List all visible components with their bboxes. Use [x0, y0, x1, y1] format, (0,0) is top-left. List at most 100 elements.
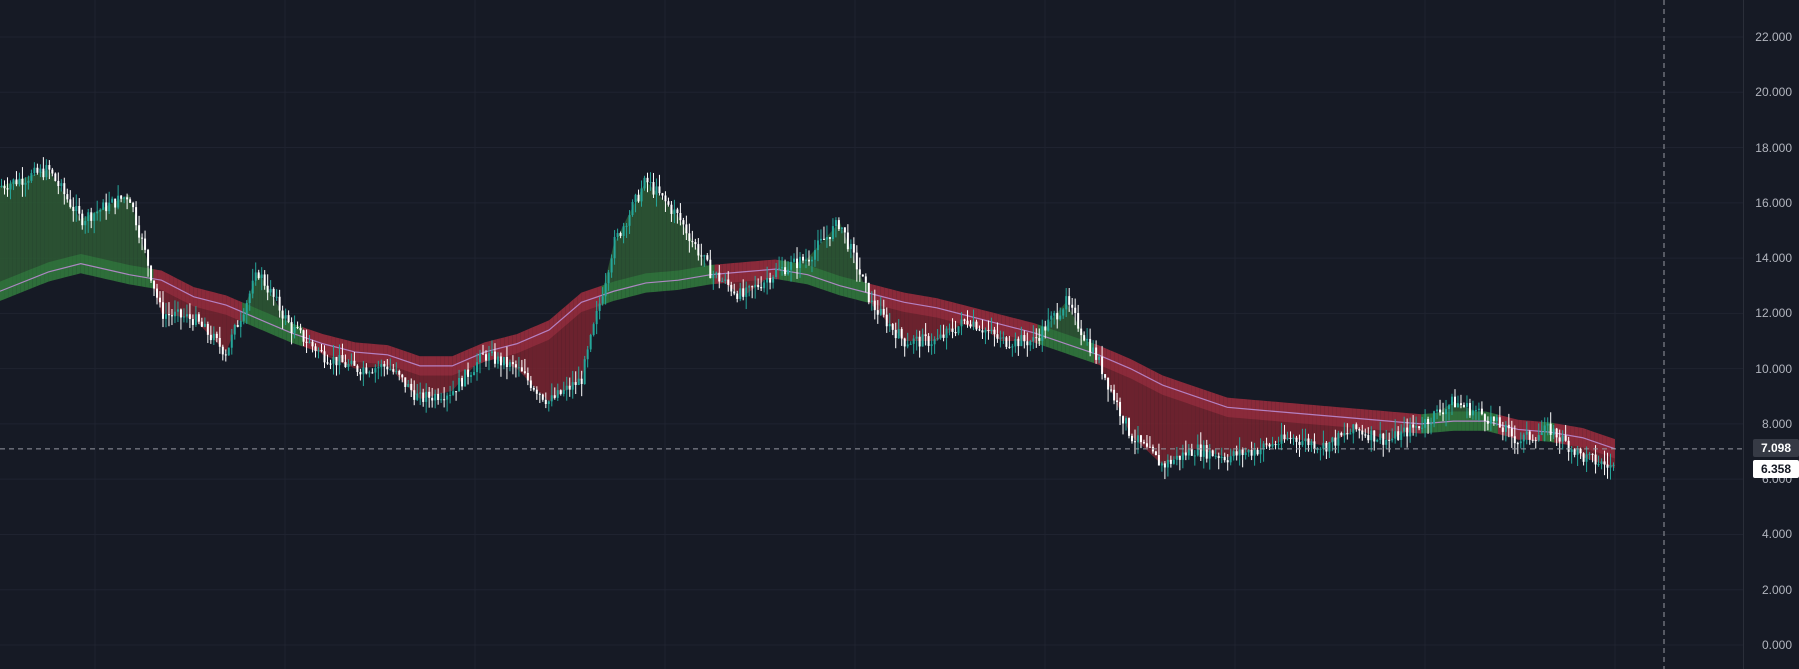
candle-body: [1525, 431, 1528, 435]
candle-body: [1017, 338, 1020, 347]
trend-fill-segment: [222, 304, 227, 353]
candle-body: [954, 331, 957, 334]
candle-body: [272, 288, 275, 297]
candle-body: [449, 394, 452, 396]
candle-body: [1274, 444, 1277, 446]
candle-body: [1489, 416, 1492, 424]
candle-body: [317, 350, 320, 352]
candle-body: [1531, 439, 1534, 441]
price-chart[interactable]: [0, 0, 1743, 669]
candle-body: [751, 286, 754, 288]
candle-body: [640, 188, 643, 202]
candle-body: [769, 277, 772, 283]
candle-body: [975, 321, 978, 330]
candle-body: [1035, 337, 1038, 339]
trend-fill-segment: [1219, 404, 1224, 457]
trend-fill-segment: [629, 204, 634, 288]
candle-body: [9, 183, 12, 190]
candle-body: [945, 328, 948, 338]
candle-body: [153, 280, 156, 289]
candle-body: [275, 296, 278, 298]
trend-fill-segment: [835, 222, 840, 286]
trend-fill-segment: [549, 326, 554, 402]
candle-body: [966, 320, 969, 325]
candle-body: [1136, 435, 1139, 443]
candle-body: [233, 325, 236, 335]
candle-body: [398, 370, 401, 375]
candle-body: [482, 353, 485, 355]
candle-body: [1394, 431, 1397, 439]
candle-body: [395, 370, 398, 372]
candle-body: [1196, 444, 1199, 456]
candle-body: [320, 350, 323, 352]
trend-fill-segment: [1247, 409, 1252, 452]
candle-body: [1277, 443, 1280, 446]
trend-fill-segment: [218, 303, 223, 348]
price-axis[interactable]: 22.000 20.000 18.000 16.000 14.000 12.000 10.0…: [1743, 0, 1799, 669]
trend-fill-segment: [1223, 405, 1228, 458]
candle-body: [885, 314, 888, 327]
candle-body: [332, 356, 335, 364]
candle-body: [386, 366, 389, 370]
price-tick-label: 18.000: [1755, 140, 1792, 155]
candle-body: [1543, 425, 1546, 432]
candle-body: [562, 389, 565, 395]
candle-body: [1029, 341, 1032, 346]
candle-body: [1217, 455, 1220, 459]
candle-body: [613, 236, 616, 259]
candle-body: [1561, 435, 1564, 442]
candle-body: [673, 209, 676, 214]
candle-body: [147, 249, 150, 266]
candle-body: [957, 326, 960, 334]
candle-body: [1346, 433, 1349, 435]
candle-body: [1041, 326, 1044, 341]
candle-body: [476, 362, 479, 373]
candle-body: [493, 351, 496, 364]
candle-body: [1513, 436, 1516, 444]
candle-body: [799, 256, 802, 269]
candle-body: [990, 329, 993, 331]
candle-body: [1130, 435, 1133, 442]
candle-body: [1331, 437, 1334, 443]
candle-body: [1418, 426, 1421, 429]
candle-body: [706, 255, 709, 260]
candle-body: [993, 329, 996, 335]
candle-body: [57, 180, 60, 187]
candle-body: [167, 314, 170, 316]
candle-body: [428, 391, 431, 398]
trend-fill-segment: [1150, 379, 1155, 458]
candle-body: [816, 240, 819, 251]
candle-body: [1415, 426, 1418, 428]
candle-body: [1232, 451, 1235, 457]
trend-fill-segment: [690, 237, 695, 279]
candle-body: [1244, 452, 1247, 456]
candle-body: [1337, 432, 1340, 446]
trend-fill-segment: [670, 207, 675, 281]
candle-body: [353, 360, 356, 366]
candle-body: [825, 237, 828, 240]
candle-body: [1148, 446, 1151, 448]
candle-body: [464, 369, 467, 387]
candle-body: [891, 324, 894, 330]
candle-body: [1256, 449, 1259, 455]
candle-body: [150, 265, 153, 281]
candle-body: [1436, 409, 1439, 412]
candle-body: [1199, 444, 1202, 457]
candle-body: [1585, 454, 1588, 462]
candle-body: [793, 258, 796, 262]
candle-body: [1002, 337, 1005, 339]
candle-body: [592, 324, 595, 336]
candle-body: [141, 237, 144, 239]
price-tick-label: 20.000: [1755, 85, 1792, 100]
candle-body: [807, 259, 810, 262]
candle-body: [1459, 403, 1462, 406]
candle-body: [837, 220, 840, 230]
candle-body: [368, 372, 371, 374]
candle-body: [1352, 424, 1355, 434]
candle-body: [245, 302, 248, 315]
candle-body: [1253, 449, 1256, 456]
trend-fill-segment: [654, 189, 659, 283]
candle-body: [981, 330, 984, 333]
candle-body: [383, 364, 386, 367]
